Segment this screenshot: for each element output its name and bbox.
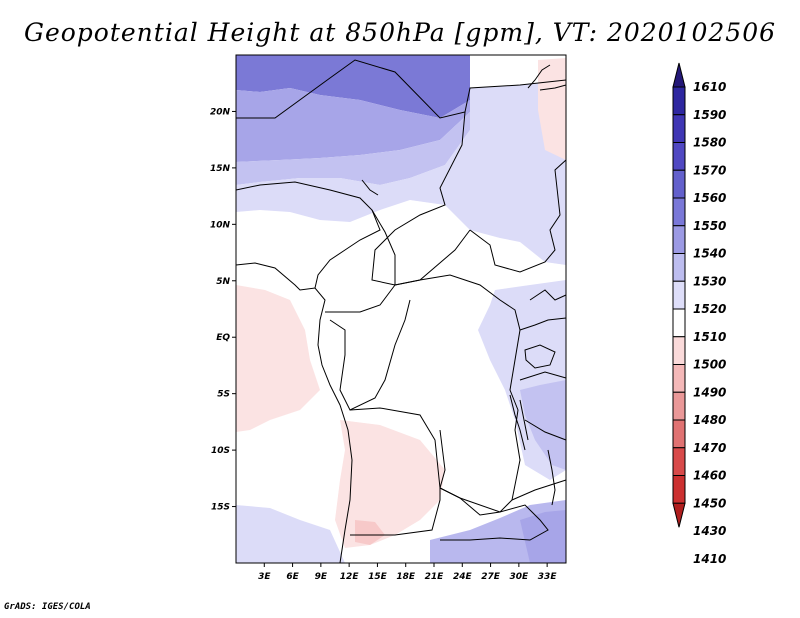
height-shading-1550 — [236, 88, 470, 162]
colorbar-swatch — [672, 447, 686, 476]
border-congo-gabon — [329, 299, 411, 411]
nile-river — [361, 179, 379, 196]
x-tick-label: 9E — [315, 572, 328, 582]
y-axis: 20N 15N 10N 5N EQ 5S 10S 15S — [210, 107, 236, 513]
lake-malawi — [547, 449, 556, 506]
colorbar-swatch — [672, 86, 686, 116]
triangle-down-icon — [672, 502, 686, 528]
y-tick-label: 10N — [210, 220, 231, 230]
colorbar-label: 1490 — [693, 385, 726, 399]
map-frame — [235, 54, 567, 564]
y-tick-label: 5S — [217, 390, 230, 400]
height-shading-1500-east — [538, 58, 566, 160]
colorbar-swatch — [672, 475, 686, 504]
height-shading-1500-angola — [335, 420, 445, 548]
triangle-up-icon — [672, 62, 686, 88]
y-tick-label: 15S — [211, 503, 230, 513]
colorbar-swatch — [672, 197, 686, 227]
map-title: Geopotential Height at 850hPa [gpm], VT:… — [23, 18, 777, 47]
colorbar-label: 1560 — [693, 191, 726, 205]
colorbar: 1610 1590 1580 1570 1560 1550 1540 1530 1520 1510… — [672, 62, 726, 566]
y-tick-label: 5N — [216, 277, 230, 287]
x-tick-label: 21E — [425, 572, 445, 582]
colorbar-label: 1460 — [693, 469, 726, 483]
height-shading-1530 — [236, 80, 566, 265]
colorbar-label: 1570 — [693, 163, 726, 177]
height-shading-1530-south — [236, 505, 345, 563]
egypt-coast — [527, 64, 567, 91]
colorbar-label: 1540 — [693, 247, 726, 261]
colorbar-swatch — [672, 169, 686, 199]
height-shading-1540 — [236, 112, 470, 185]
x-tick-label: 33E — [538, 572, 558, 582]
colorbar-label: 1510 — [693, 330, 726, 344]
colorbar-label: 1450 — [693, 496, 726, 510]
x-tick-label: 12E — [340, 572, 360, 582]
coastline-west — [235, 262, 353, 564]
x-axis: 3E 6E 9E 12E 15E 18E 21E 24E 27E 30E 33E — [258, 563, 557, 582]
border-north — [236, 59, 567, 119]
colorbar-swatch — [672, 280, 686, 310]
lake-tanganyika — [509, 394, 529, 451]
border-zambia — [439, 487, 549, 541]
colorbar-swatch — [672, 253, 686, 282]
x-tick-label: 6E — [286, 572, 299, 582]
colorbar-label: 1580 — [693, 136, 726, 150]
x-tick-label: 3E — [258, 572, 271, 582]
y-tick-label: EQ — [216, 333, 230, 343]
grads-credit: GrADS: IGES/COLA — [4, 602, 91, 612]
border-car-sudan — [469, 159, 567, 273]
colorbar-label: 1410 — [693, 552, 726, 566]
lake-victoria — [524, 344, 556, 369]
x-tick-label: 15E — [368, 572, 388, 582]
x-tick-label: 24E — [453, 572, 473, 582]
colorbar-label: 1610 — [693, 80, 726, 94]
colorbar-swatch — [672, 419, 686, 449]
map-panel: 3E 6E 9E 12E 15E 18E 21E 24E 27E 30E 33E 20N 15N 10N… — [210, 54, 567, 582]
colorbar-label: 1470 — [693, 441, 726, 455]
border-kenya-uganda — [519, 289, 567, 331]
height-shading-1490 — [355, 520, 385, 545]
border-cameroon — [325, 209, 396, 313]
border-niger-nigeria — [235, 181, 381, 289]
y-tick-label: 10S — [211, 446, 230, 456]
colorbar-label: 1550 — [693, 219, 726, 233]
x-tick-label: 27E — [481, 572, 501, 582]
height-shading-1540-lakes — [520, 380, 566, 470]
colorbar-swatch — [672, 225, 686, 254]
border-drc-north — [394, 274, 521, 331]
border-chad — [371, 111, 471, 286]
colorbar-swatch — [672, 364, 686, 393]
y-tick-label: 20N — [210, 107, 231, 117]
x-tick-label: 30E — [510, 572, 530, 582]
colorbar-swatch — [672, 114, 686, 143]
colorbar-label: 1530 — [693, 274, 726, 288]
colorbar-swatch — [672, 308, 686, 338]
colorbar-swatch — [672, 336, 686, 365]
colorbar-label: 1590 — [693, 108, 726, 122]
colorbar-label: 1480 — [693, 413, 726, 427]
height-shading-1560 — [236, 55, 470, 118]
colorbar-label: 1520 — [693, 302, 726, 316]
colorbar-label: 1430 — [693, 524, 726, 538]
political-boundaries — [235, 59, 567, 564]
border-tanzania — [511, 371, 567, 501]
height-shading-1550-south — [520, 510, 566, 563]
colorbar-swatch — [672, 142, 686, 171]
y-tick-label: 15N — [210, 164, 231, 174]
shaded-field — [236, 55, 566, 563]
x-tick-label: 18E — [396, 572, 416, 582]
colorbar-label: 1500 — [693, 358, 726, 372]
colorbar-swatch — [672, 391, 686, 421]
height-shading-1500-west — [236, 285, 320, 432]
